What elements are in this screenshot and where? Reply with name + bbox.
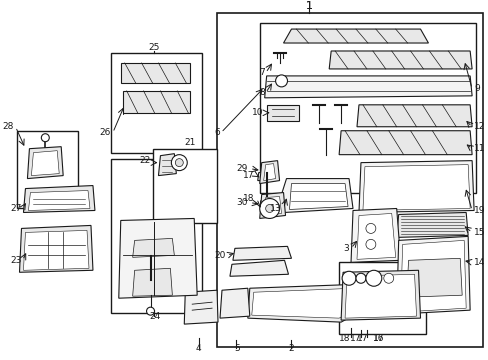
Polygon shape (328, 51, 471, 69)
Polygon shape (184, 290, 218, 324)
Text: 10: 10 (252, 108, 263, 117)
Text: 23: 23 (10, 256, 21, 265)
Polygon shape (119, 219, 197, 298)
Polygon shape (283, 29, 427, 43)
Polygon shape (232, 246, 291, 260)
Bar (111, 53, 202, 153)
Bar (259, 23, 475, 193)
Polygon shape (121, 63, 190, 83)
Text: 11: 11 (473, 144, 485, 153)
Polygon shape (266, 105, 299, 121)
Text: 7: 7 (258, 68, 264, 77)
Circle shape (365, 224, 375, 233)
Text: 29: 29 (236, 164, 247, 173)
Text: 4: 4 (195, 343, 201, 352)
Polygon shape (356, 213, 395, 259)
Text: 8: 8 (258, 88, 264, 97)
Text: 21: 21 (184, 138, 196, 147)
Polygon shape (400, 240, 465, 312)
Polygon shape (264, 76, 471, 98)
Polygon shape (259, 161, 279, 184)
Text: 14: 14 (473, 258, 485, 267)
Polygon shape (122, 91, 190, 113)
Text: 2: 2 (288, 343, 294, 352)
Bar (217, 13, 482, 347)
Polygon shape (263, 164, 275, 181)
Polygon shape (229, 260, 288, 276)
Circle shape (355, 273, 365, 283)
Text: 22: 22 (139, 156, 150, 165)
Polygon shape (23, 230, 89, 270)
Circle shape (342, 271, 355, 285)
Bar (111, 159, 202, 313)
Polygon shape (341, 270, 420, 320)
Text: 20: 20 (214, 251, 225, 260)
Polygon shape (350, 208, 400, 262)
Circle shape (365, 239, 375, 249)
Bar (152, 149, 217, 224)
Text: 18: 18 (243, 194, 254, 203)
Text: 24: 24 (148, 312, 160, 321)
Polygon shape (257, 172, 275, 181)
Text: 16: 16 (372, 334, 384, 343)
Text: 5: 5 (234, 343, 239, 352)
Bar (17, 131, 78, 208)
Text: 15: 15 (473, 228, 485, 237)
Text: 1: 1 (305, 1, 312, 11)
Text: 17: 17 (349, 334, 361, 343)
Text: 13: 13 (269, 204, 281, 213)
Circle shape (171, 155, 187, 171)
Text: 17: 17 (243, 171, 254, 180)
Polygon shape (251, 288, 358, 318)
Text: 25: 25 (148, 44, 160, 53)
Circle shape (265, 204, 273, 212)
Circle shape (41, 134, 49, 142)
Circle shape (259, 198, 279, 219)
Polygon shape (345, 274, 416, 318)
Polygon shape (406, 258, 461, 297)
Circle shape (175, 159, 183, 167)
Polygon shape (338, 131, 471, 155)
Circle shape (365, 270, 381, 286)
Polygon shape (358, 161, 473, 212)
Polygon shape (20, 225, 93, 272)
Text: 9: 9 (473, 84, 479, 93)
Circle shape (146, 307, 154, 315)
Polygon shape (132, 268, 172, 296)
Text: 12: 12 (473, 122, 485, 131)
Polygon shape (28, 190, 90, 211)
Text: 1: 1 (305, 1, 312, 11)
Polygon shape (247, 284, 362, 322)
Text: 19: 19 (473, 206, 485, 215)
Text: 26: 26 (99, 128, 111, 137)
Polygon shape (220, 288, 249, 318)
Text: 3: 3 (343, 244, 348, 253)
Polygon shape (289, 184, 347, 210)
Polygon shape (23, 185, 95, 212)
Circle shape (383, 273, 393, 283)
Polygon shape (158, 154, 176, 176)
Text: 17: 17 (356, 334, 368, 343)
Polygon shape (31, 151, 59, 176)
Text: 27: 27 (10, 204, 21, 213)
Text: 6: 6 (214, 128, 220, 137)
Polygon shape (356, 105, 471, 127)
Polygon shape (396, 237, 469, 314)
Polygon shape (279, 179, 352, 212)
Text: 18: 18 (339, 334, 350, 343)
Bar (338, 262, 426, 334)
Circle shape (275, 75, 287, 87)
Text: 28: 28 (2, 122, 14, 131)
Polygon shape (362, 165, 469, 211)
Polygon shape (396, 212, 467, 237)
Polygon shape (259, 193, 285, 219)
Text: 17: 17 (372, 334, 384, 343)
Text: 30: 30 (236, 198, 247, 207)
Polygon shape (132, 238, 174, 257)
Polygon shape (27, 147, 63, 179)
Polygon shape (263, 197, 281, 216)
